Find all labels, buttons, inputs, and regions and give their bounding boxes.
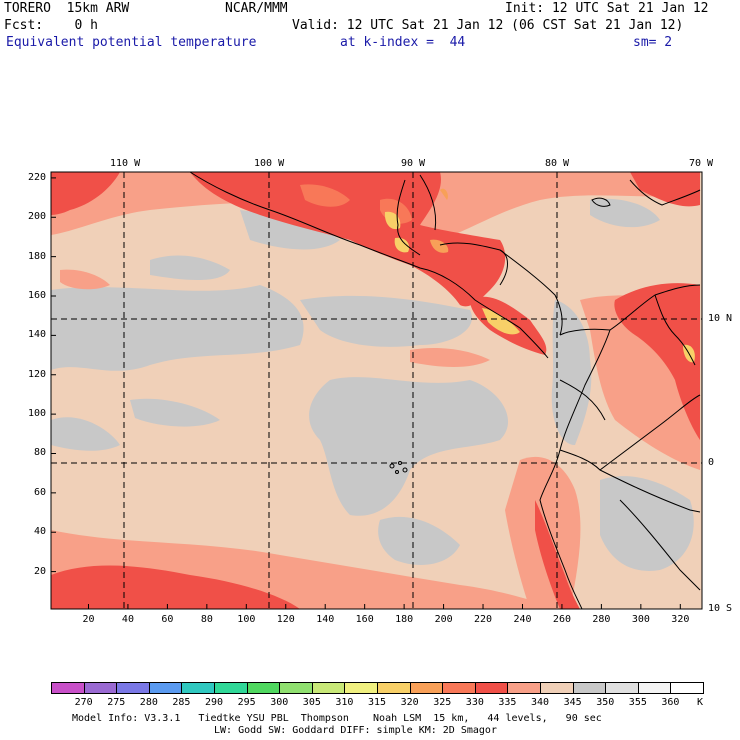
colorbar-level-label: 325 [433, 697, 452, 708]
colorbar-level-label: 290 [205, 697, 224, 708]
x-tick-label: 240 [513, 614, 532, 625]
smoothing-label: sm= 2 [633, 35, 673, 50]
y-tick-label: 60 [34, 486, 47, 498]
y-tick-label: 100 [28, 408, 47, 420]
forecast-hour: Fcst: 0 h [4, 18, 98, 33]
y-tick-label: 160 [28, 290, 47, 301]
x-tick-label: 300 [631, 614, 650, 625]
colorbar-swatch [572, 682, 607, 694]
y-tick-label: 80 [34, 447, 47, 459]
colorbar-level-label: 270 [74, 697, 93, 708]
colorbar-swatch [311, 682, 346, 694]
colorbar-swatch [507, 682, 541, 694]
colorbar-level-label: 280 [139, 697, 158, 708]
x-tick-label: 200 [434, 614, 453, 625]
y-tick-label: 220 [28, 171, 47, 183]
model-info-line2: LW: Godd SW: Goddard DIFF: simple KM: 2D… [214, 725, 497, 736]
colorbar-level-label: 355 [628, 697, 647, 708]
colorbar-level-label: 275 [107, 697, 126, 708]
colorbar-swatch [670, 682, 704, 694]
init-time: Init: 12 UTC Sat 21 Jan 12 [505, 1, 709, 16]
theta-e-field [51, 172, 702, 609]
x-tick-label: 80 [200, 614, 213, 625]
colorbar-level-label: 295 [237, 697, 256, 708]
colorbar-level-label: 305 [302, 697, 321, 708]
x-tick-label: 20 [82, 614, 95, 625]
x-tick-marks [87, 604, 681, 609]
coastlines [189, 171, 701, 610]
colorbar-level-label: 345 [563, 697, 582, 708]
colorbar-swatch [540, 682, 574, 694]
colorbar-level-label: 315 [368, 697, 387, 708]
lon-label-100w: 100 W [254, 158, 285, 169]
x-tick-label: 160 [355, 614, 374, 625]
colorbar-swatch [344, 682, 378, 694]
lat-label-10n: 10 N [708, 313, 733, 324]
model-info-line1: Model Info: V3.3.1 Tiedtke YSU PBL Thomp… [72, 713, 602, 724]
valid-time: Valid: 12 UTC Sat 21 Jan 12 (06 CST Sat … [292, 18, 684, 33]
colorbar-swatch [51, 682, 85, 694]
colorbar-unit: K [697, 697, 704, 708]
x-tick-label: 120 [276, 614, 295, 625]
colorbar-swatch [116, 682, 150, 694]
model-title: TORERO 15km ARW [4, 1, 130, 16]
field-name: Equivalent potential temperature [6, 35, 257, 50]
colorbar-level-label: 330 [465, 697, 484, 708]
colorbar-swatch [246, 682, 281, 694]
colorbar-level-label: 340 [531, 697, 550, 708]
colorbar-swatch [181, 682, 215, 694]
x-tick-label: 280 [592, 614, 611, 625]
colorbar-swatch [442, 682, 476, 694]
y-tick-label: 140 [28, 329, 47, 341]
colorbar-swatch [605, 682, 639, 694]
y-tick-label: 20 [34, 565, 47, 577]
colorbar-swatch [409, 682, 444, 694]
level-label: at k-index = 44 [340, 35, 466, 50]
y-tick-marks [51, 177, 56, 573]
colorbar-level-label: 320 [400, 697, 419, 708]
y-tick-label: 40 [34, 526, 47, 538]
x-tick-label: 260 [552, 614, 571, 625]
colorbar-swatch [83, 682, 118, 694]
colorbar-level-label: 335 [498, 697, 517, 708]
x-tick-label: 100 [237, 614, 256, 625]
lon-label-110w: 110 W [110, 158, 141, 169]
colorbar-level-label: 310 [335, 697, 354, 708]
colorbar-swatch [279, 682, 313, 694]
lon-label-80w: 80 W [545, 158, 570, 169]
x-tick-label: 140 [316, 614, 335, 625]
colorbar-level-label: 285 [172, 697, 191, 708]
colorbar-level-label: 300 [270, 697, 289, 708]
x-tick-label: 180 [395, 614, 414, 625]
lat-label-0: 0 [708, 457, 715, 468]
x-tick-label: 320 [671, 614, 690, 625]
colorbar-swatch [148, 682, 183, 694]
lon-label-70w: 70 W [689, 158, 714, 169]
lon-label-90w: 90 W [401, 158, 426, 169]
y-tick-label: 200 [28, 211, 47, 223]
y-tick-label: 120 [28, 368, 47, 380]
colorbar-swatch [214, 682, 248, 694]
colorbar-level-label: 360 [661, 697, 680, 708]
x-tick-label: 220 [474, 614, 493, 625]
colorbar-swatch [637, 682, 672, 694]
x-tick-label: 40 [121, 614, 134, 625]
colorbar-swatch [377, 682, 411, 694]
org-label: NCAR/MMM [225, 1, 288, 16]
lat-label-10s: 10 S [708, 603, 733, 614]
x-tick-label: 60 [161, 614, 174, 625]
colorbar-swatch [474, 682, 509, 694]
colorbar-level-label: 350 [596, 697, 615, 708]
lat-lon-grid [51, 172, 702, 609]
y-tick-label: 180 [28, 250, 47, 262]
